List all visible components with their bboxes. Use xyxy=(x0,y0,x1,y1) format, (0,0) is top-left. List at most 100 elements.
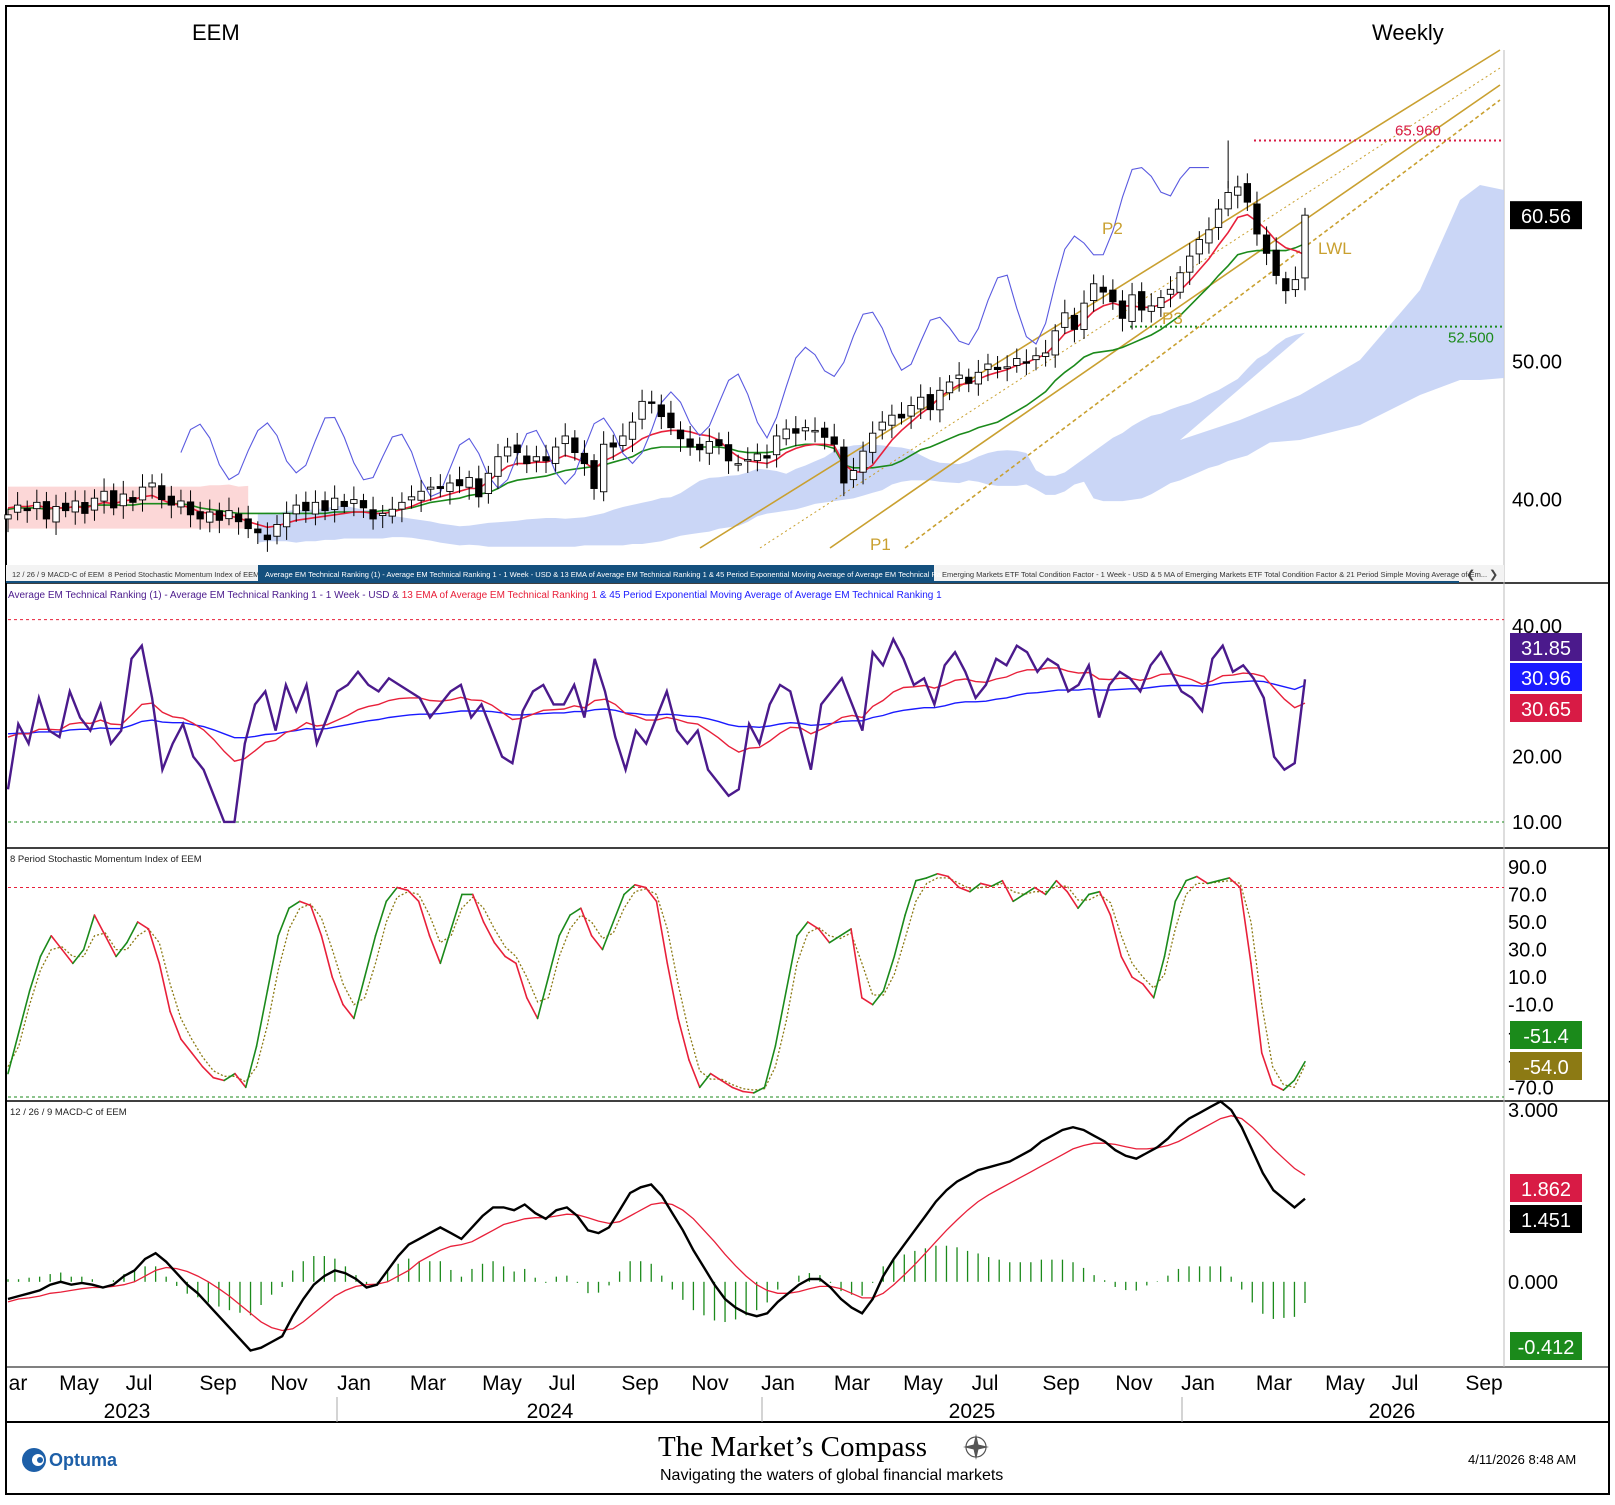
candle-body xyxy=(1253,203,1261,235)
candle-body xyxy=(1282,278,1290,292)
candle-body xyxy=(1205,229,1213,244)
candle-body xyxy=(1099,286,1107,293)
candle-body xyxy=(52,506,60,523)
candle-body xyxy=(859,450,867,473)
tab-condition-factor[interactable]: Emerging Markets ETF Total Condition Fac… xyxy=(942,570,1487,579)
smi-line-segment xyxy=(893,914,906,958)
year-label: 2024 xyxy=(527,1400,574,1423)
ichimoku-cloud-blue xyxy=(257,185,1504,547)
smi-signal-badge-bg xyxy=(1510,1052,1582,1080)
candle-body xyxy=(849,470,858,481)
candle-body xyxy=(129,497,137,503)
ranking-value-badge: 31.85 xyxy=(1521,638,1571,660)
smi-line-segment xyxy=(1282,1079,1295,1091)
tab-macd[interactable]: 12 / 26 / 9 MACD-C of EEM xyxy=(12,570,104,579)
smi-line-segment xyxy=(590,934,604,951)
svg-text:12 / 26 / 9 MACD-C of EEM: 12 / 26 / 9 MACD-C of EEM xyxy=(12,570,104,579)
smi-line-segment xyxy=(104,934,117,958)
smi-line-segment xyxy=(288,900,301,910)
smi-line-segment xyxy=(396,886,409,892)
smi-line-segment xyxy=(1088,890,1101,896)
smi-line-segment xyxy=(1033,886,1047,896)
candle-body xyxy=(110,490,118,509)
candle-body xyxy=(609,442,617,448)
price-panel: 50.00 40.00 65.960 52.500 P1 P2 P3 LWL 60.56 xyxy=(4,49,1582,554)
candle-body xyxy=(1109,289,1117,303)
candle-body xyxy=(350,499,358,504)
candle-body xyxy=(148,482,156,488)
smi-line-segment xyxy=(1152,955,1166,999)
smi-line-segment xyxy=(309,904,323,937)
tab-technical-ranking[interactable]: Average EM Technical Ranking (1) - Avera… xyxy=(258,565,965,582)
pitchfork-annotation: P3 xyxy=(1162,309,1183,328)
candle-body xyxy=(1003,366,1011,369)
candle-body xyxy=(878,421,886,431)
smi-line-segment xyxy=(190,1052,204,1068)
smi-line-segment xyxy=(1023,886,1036,896)
candle-body xyxy=(138,486,147,501)
price-tick-label: 40.00 xyxy=(1512,490,1562,512)
macd-line xyxy=(7,1099,1306,1352)
smi-tick-label: -10.0 xyxy=(1508,995,1554,1017)
smi-line-segment xyxy=(569,907,582,916)
month-label: Jan xyxy=(761,1372,795,1395)
candle-body xyxy=(4,514,12,520)
candle-body xyxy=(1186,255,1194,273)
ranking-tick-label: 20.00 xyxy=(1512,747,1562,769)
candle-body xyxy=(820,427,829,438)
smi-line-segment xyxy=(212,1076,225,1082)
smi-line-segment xyxy=(515,962,528,999)
smi-line-segment xyxy=(439,928,452,965)
smi-line-segment xyxy=(763,1045,777,1089)
ranking-13ema-badge-bg xyxy=(1510,694,1582,722)
compass-rose-icon xyxy=(963,1434,989,1460)
smi-line-segment xyxy=(39,934,53,958)
smi-line-segment xyxy=(7,1031,20,1075)
ranking-line xyxy=(6,636,1307,824)
candle-body xyxy=(196,511,204,520)
support-level-label: 52.500 xyxy=(1448,330,1494,347)
candle-body xyxy=(503,446,512,457)
candle-body xyxy=(974,371,982,385)
smi-line-segment xyxy=(979,882,993,887)
year-label: 2025 xyxy=(949,1400,996,1423)
macd-panel-title: 12 / 26 / 9 MACD-C of EEM xyxy=(10,1107,127,1118)
symbol-label: EEM xyxy=(192,20,240,45)
candle-body xyxy=(1234,186,1242,196)
smi-line-segment xyxy=(450,893,463,930)
ranking-title-part: & 45 Period Exponential Moving Average o… xyxy=(597,590,942,601)
tab-prev-icon[interactable]: ❮ xyxy=(1466,569,1475,581)
candle-body xyxy=(13,504,22,513)
smi-line-segment xyxy=(612,893,625,923)
smi-line-segment xyxy=(1250,962,1263,1054)
tab-next-icon[interactable]: ❯ xyxy=(1489,569,1498,581)
smi-line-segment xyxy=(93,914,107,937)
smi-line-segment xyxy=(601,921,615,951)
smi-value-badge: -51.4 xyxy=(1523,1026,1569,1048)
smi-line-segment xyxy=(169,1010,182,1040)
candle-body xyxy=(234,513,243,523)
smi-line-segment xyxy=(936,872,950,878)
candle-body xyxy=(1291,279,1300,291)
pitchfork-line xyxy=(904,99,1501,549)
smi-line-segment xyxy=(180,1038,193,1054)
tab-stochastic[interactable]: 8 Period Stochastic Momentum Index of EE… xyxy=(108,570,259,579)
candles xyxy=(4,173,1309,552)
candle-body xyxy=(81,502,89,514)
smi-line-segment xyxy=(266,934,280,992)
svg-text:8 Period Stochastic Momentum I: 8 Period Stochastic Momentum Index of EE… xyxy=(108,570,259,579)
last-price-badge-bg xyxy=(1510,201,1582,230)
smi-line-segment xyxy=(536,976,550,1020)
candle-body xyxy=(244,518,252,530)
candle-body xyxy=(475,478,483,498)
smi-line-segment xyxy=(1163,900,1177,958)
smi-line-segment xyxy=(720,1079,733,1089)
smi-line-segment xyxy=(709,1072,723,1082)
smi-line-segment xyxy=(244,1045,258,1089)
smi-line-segment xyxy=(136,921,150,930)
candle-body xyxy=(840,446,848,484)
smi-line-segment xyxy=(623,884,636,896)
candle-body xyxy=(936,389,944,411)
macd-value-badge-bg xyxy=(1510,1205,1582,1233)
